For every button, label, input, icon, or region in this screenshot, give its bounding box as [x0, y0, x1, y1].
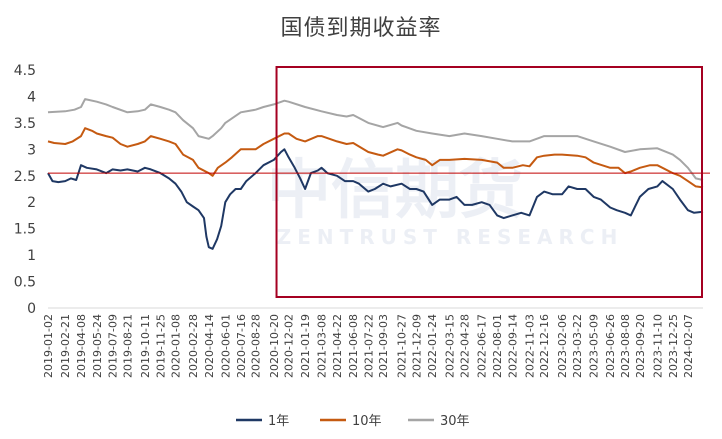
x-tick-label: 2021-09-03 [377, 314, 390, 378]
x-tick-label: 2022-03-15 [443, 314, 456, 378]
x-tick-label: 2021-10-27 [396, 314, 409, 378]
x-tick-label: 2021-03-08 [316, 314, 329, 378]
x-tick-label: 2020-08-28 [250, 314, 263, 378]
x-tick-label: 2020-01-08 [170, 314, 183, 378]
series-line-30年 [47, 98, 704, 181]
x-tick-label: 2023-06-26 [604, 314, 617, 378]
x-tick-label: 2023-11-10 [651, 314, 664, 378]
watermark-subtext: ZENTRUST RESEARCH [277, 225, 624, 249]
y-tick-label: 3 [27, 142, 36, 158]
x-tick-label: 2022-08-01 [491, 314, 504, 378]
x-tick-label: 2023-02-06 [556, 314, 569, 378]
legend-label: 1年 [268, 414, 289, 429]
x-tick-label: 2021-04-22 [331, 314, 344, 378]
series-lines [47, 98, 704, 250]
series-line-1年 [47, 148, 704, 250]
y-tick-label: 2 [27, 195, 36, 211]
overlays [48, 66, 710, 298]
x-tick-label: 2022-06-17 [476, 314, 489, 378]
x-tick-label: 2023-03-22 [571, 314, 584, 378]
y-tick-label: 4.5 [14, 63, 36, 79]
x-tick-label: 2022-12-16 [538, 314, 551, 378]
x-tick-label: 2019-08-21 [121, 314, 134, 378]
chart-title: 国债到期收益率 [280, 16, 442, 41]
x-tick-label: 2020-07-16 [235, 314, 248, 378]
y-tick-label: 1.5 [14, 222, 36, 238]
y-tick-label: 4 [27, 89, 36, 105]
x-tick-label: 2023-12-25 [667, 314, 680, 378]
series-line-10年 [47, 127, 704, 189]
legend: 1年 10年 30年 [236, 414, 470, 429]
x-tick-label: 2021-07-22 [362, 314, 375, 378]
x-tick-label: 2024-02-07 [682, 314, 695, 378]
x-tick-label: 2020-04-14 [203, 314, 216, 378]
x-tick-label: 2021-06-08 [347, 314, 360, 378]
x-tick-label: 2023-08-08 [619, 314, 632, 378]
legend-label: 30年 [440, 414, 470, 429]
x-tick-label: 2023-05-09 [588, 314, 601, 378]
watermark-text: 中信期货 [267, 154, 523, 228]
x-tick-label: 2022-11-03 [524, 314, 537, 378]
x-tick-label: 2019-11-25 [154, 314, 167, 378]
x-tick-label: 2022-04-28 [459, 314, 472, 378]
x-tick-label: 2019-07-09 [107, 314, 120, 378]
x-axis: 2019-01-02 2019-02-21 2019-04-08 2019-05-24… [42, 307, 703, 378]
x-tick-label: 2019-10-11 [139, 314, 152, 378]
x-tick-label: 2022-01-24 [426, 314, 439, 378]
y-tick-label: 1 [27, 248, 36, 264]
x-tick-label: 2019-04-08 [75, 314, 88, 378]
x-tick-label: 2019-01-02 [42, 314, 55, 378]
highlight-box [275, 66, 703, 298]
x-tick-label: 2023-09-20 [634, 314, 647, 378]
x-tick-label: 2019-02-21 [59, 314, 72, 378]
x-tick-label: 2020-02-28 [187, 314, 200, 378]
y-tick-label: 0 [27, 301, 36, 317]
x-tick-label: 2022-09-14 [506, 314, 519, 378]
x-tick-label: 2020-12-02 [283, 314, 296, 378]
y-tick-label: 3.5 [14, 116, 36, 132]
y-tick-label: 2.5 [14, 169, 36, 185]
x-tick-label: 2020-06-01 [219, 314, 232, 378]
x-tick-label: 2021-12-09 [410, 314, 423, 378]
x-tick-label: 2021-01-19 [299, 314, 312, 378]
y-tick-label: 0.5 [14, 275, 36, 291]
y-axis: 0 0.5 1 1.5 2 2.5 3 3.5 4 4.5 [14, 63, 36, 317]
legend-label: 10年 [352, 414, 382, 429]
x-tick-label: 2020-10-20 [268, 314, 281, 378]
x-tick-label: 2019-05-24 [91, 314, 104, 378]
